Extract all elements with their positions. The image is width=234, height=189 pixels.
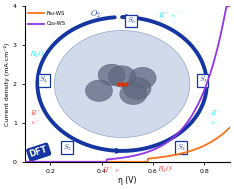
Ellipse shape: [85, 80, 113, 101]
Text: DFT: DFT: [29, 145, 49, 159]
Ellipse shape: [124, 78, 151, 99]
Text: $H^+$
$e^-$: $H^+$ $e^-$: [210, 109, 222, 128]
Ellipse shape: [109, 66, 136, 87]
Text: $H^+$ $e^-$: $H^+$ $e^-$: [102, 166, 124, 175]
Text: $S_2$: $S_2$: [177, 143, 185, 153]
X-axis label: η (V): η (V): [118, 176, 136, 185]
Text: $S_3$: $S_3$: [62, 143, 71, 153]
Text: $S_1$: $S_1$: [199, 75, 207, 85]
Ellipse shape: [98, 64, 125, 86]
Y-axis label: Current density (mA·cm⁻²): Current density (mA·cm⁻²): [4, 42, 10, 126]
Text: Fe₄-WS: Fe₄-WS: [46, 11, 65, 16]
Text: $S_0$: $S_0$: [127, 16, 135, 26]
Ellipse shape: [129, 67, 156, 89]
Text: $O_2$: $O_2$: [90, 9, 101, 20]
Ellipse shape: [54, 30, 190, 138]
Ellipse shape: [120, 83, 147, 105]
Text: $H^+$
$e^-$: $H^+$ $e^-$: [30, 109, 42, 128]
Text: $H_2O$: $H_2O$: [29, 50, 45, 60]
Text: $H_2O$: $H_2O$: [157, 165, 172, 175]
Text: Co₄-WS: Co₄-WS: [46, 21, 66, 26]
Text: $H^+$ $e^-$: $H^+$ $e^-$: [158, 11, 181, 20]
Text: $S_4$: $S_4$: [39, 75, 48, 85]
